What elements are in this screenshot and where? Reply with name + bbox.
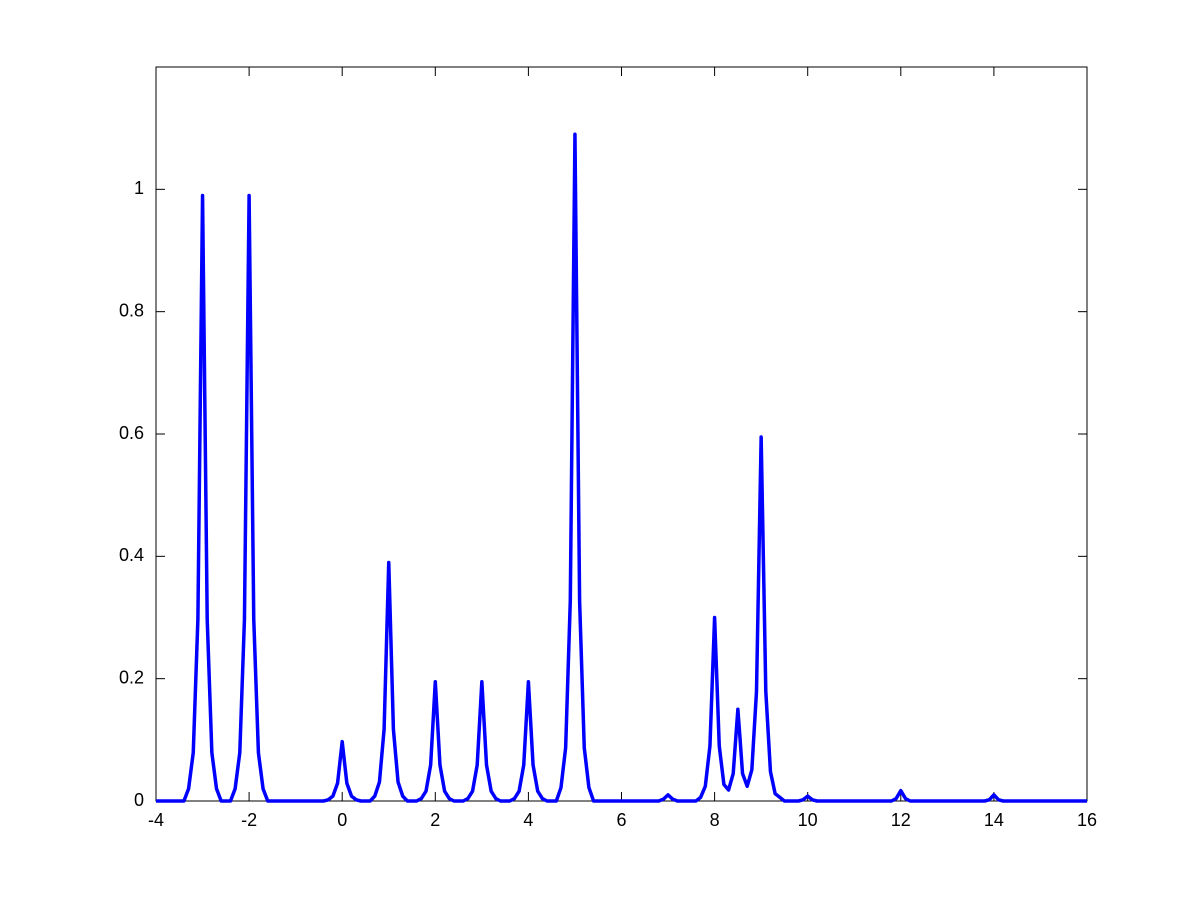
y-tick-label: 0.4 [119,545,144,565]
y-tick-label: 0.2 [119,667,144,687]
x-tick-label: 2 [430,810,440,830]
data-line [156,132,1087,803]
x-tick-label: 16 [1077,810,1097,830]
y-tick-label: 1 [134,178,144,198]
y-tick-label: 0.6 [119,423,144,443]
y-tick-label: 0.8 [119,300,144,320]
x-tick-label: 6 [616,810,626,830]
y-tick-label: 0 [134,790,144,810]
x-tick-label: 12 [891,810,911,830]
x-tick-label: -4 [148,810,164,830]
x-tick-label: 10 [798,810,818,830]
x-tick-label: 14 [984,810,1004,830]
axes-box [155,66,1088,802]
x-tick-label: -2 [241,810,257,830]
x-tick-label: 8 [710,810,720,830]
x-tick-label: 4 [523,810,533,830]
x-tick-label: 0 [337,810,347,830]
